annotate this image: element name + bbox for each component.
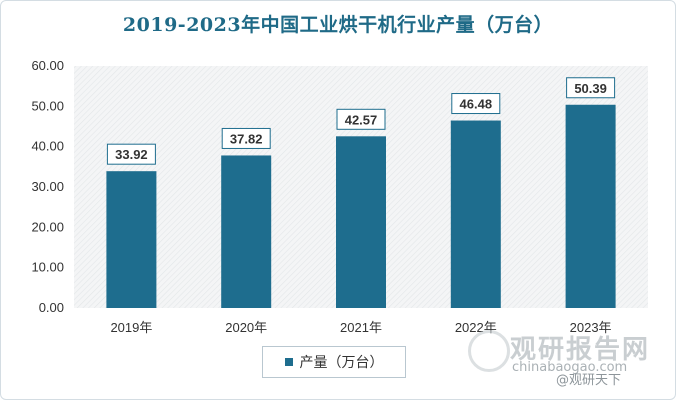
x-tick-label: 2020年	[225, 320, 267, 335]
y-tick-label: 10.00	[31, 260, 64, 275]
watermark-brand: 观研报告网	[510, 335, 651, 365]
legend-label: 产量（万台）	[299, 354, 384, 370]
y-tick-label: 40.00	[31, 139, 64, 154]
bar	[565, 104, 616, 308]
data-label: 50.39	[574, 81, 607, 96]
y-tick-label: 0.00	[39, 300, 64, 315]
x-tick-label: 2021年	[340, 320, 382, 335]
bar	[450, 120, 501, 308]
watermark-url: chinabaogao.com	[512, 360, 628, 375]
bar	[221, 155, 272, 308]
data-label-box	[221, 127, 271, 149]
chart-title: 2019-2023年中国工业烘干机行业产量（万台）	[122, 14, 554, 36]
data-label-box	[566, 77, 616, 99]
x-tick-label: 2019年	[110, 320, 152, 335]
watermark-logo-icon	[468, 330, 510, 372]
data-label: 33.92	[115, 147, 148, 162]
watermark-source: @观研天下	[556, 373, 622, 388]
data-label-box	[451, 93, 501, 115]
bar	[106, 171, 157, 308]
data-label: 37.82	[230, 131, 263, 146]
x-tick-label: 2023年	[570, 320, 612, 335]
y-tick-label: 30.00	[31, 179, 64, 194]
data-label: 42.57	[345, 112, 378, 127]
data-label: 46.48	[460, 97, 493, 112]
bar	[336, 136, 386, 308]
y-tick-label: 60.00	[31, 58, 64, 73]
legend-swatch	[284, 358, 293, 366]
data-label-box	[336, 108, 386, 130]
data-label-box	[106, 143, 156, 165]
y-tick-label: 20.00	[31, 219, 64, 234]
legend: 产量（万台）	[262, 346, 406, 378]
y-tick-label: 50.00	[31, 98, 64, 113]
